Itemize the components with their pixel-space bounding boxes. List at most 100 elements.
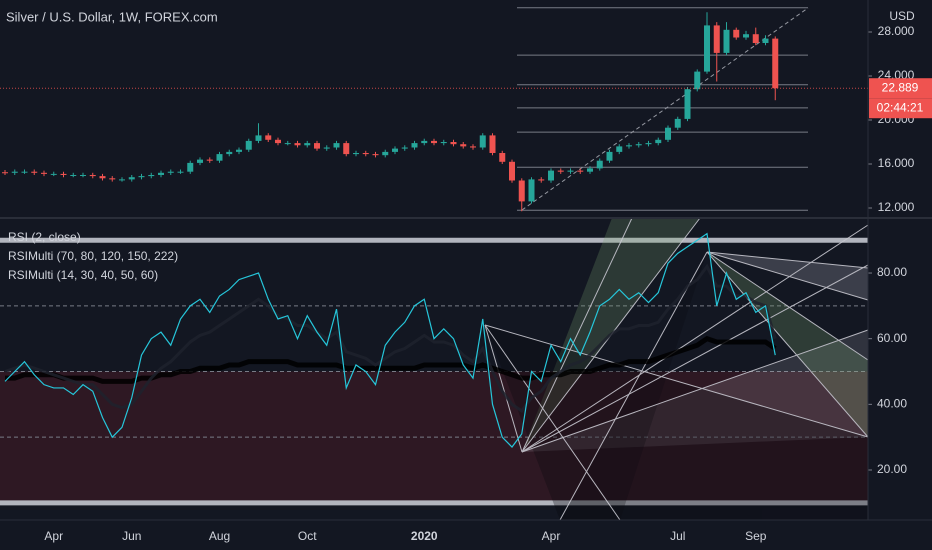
candle-body — [431, 140, 437, 144]
candle-body — [119, 179, 125, 181]
candle-body — [226, 151, 233, 155]
candle-body — [733, 29, 740, 38]
candle-body — [265, 135, 272, 140]
x-tick-label: 2020 — [411, 529, 438, 543]
fan-line — [706, 251, 869, 361]
candle-body — [440, 141, 447, 144]
candle-body — [382, 151, 389, 156]
candle-body — [353, 152, 359, 155]
candle-body — [343, 143, 350, 155]
last-price-box — [869, 78, 932, 99]
fan-line — [559, 251, 708, 521]
candle-body — [304, 143, 311, 146]
candle-body — [197, 159, 203, 163]
candle-body — [548, 170, 554, 181]
candle-body — [411, 143, 418, 148]
candle-body — [567, 170, 574, 172]
fan-line — [521, 224, 869, 453]
candle-body — [70, 174, 77, 176]
candle-body — [684, 89, 691, 119]
candle-body — [635, 144, 642, 146]
candle-body — [255, 135, 262, 141]
candle-body — [216, 154, 223, 161]
candle-body — [577, 170, 584, 172]
candle-body — [674, 118, 681, 128]
candle-body — [713, 25, 720, 53]
legend-entry: RSIMulti (14, 30, 40, 50, 60) — [8, 268, 158, 282]
x-tick-label: Oct — [298, 529, 317, 543]
y-tick-label: 40.00 — [877, 397, 907, 411]
candle-body — [167, 171, 174, 173]
rsi-line — [4, 232, 776, 448]
fan-line — [706, 251, 869, 301]
candle-body — [499, 152, 506, 162]
candle-body — [294, 143, 301, 146]
candle-body — [80, 174, 86, 176]
legend-entry: RSI (2, close) — [8, 230, 81, 244]
candle-body — [772, 38, 779, 89]
candle-body — [401, 147, 408, 149]
candle-body — [128, 177, 135, 180]
trend-line — [521, 7, 809, 211]
y-tick-label: 28.000 — [878, 24, 915, 38]
candle-body — [694, 71, 701, 90]
candle-body — [704, 25, 710, 72]
candle-body — [99, 176, 106, 179]
candle-body — [11, 171, 18, 173]
candle-body — [372, 154, 379, 156]
candle-body — [138, 176, 145, 178]
candle-body — [655, 139, 662, 144]
fan-line — [706, 251, 869, 438]
candle-body — [616, 146, 623, 152]
candle-body — [606, 151, 613, 161]
x-tick-label: Sep — [745, 529, 767, 543]
candle-body — [323, 147, 330, 149]
candle-body — [109, 178, 116, 180]
fan-line — [706, 251, 869, 269]
fan-line — [521, 217, 633, 453]
x-tick-label: Apr — [542, 529, 561, 543]
candle-body — [762, 38, 769, 44]
candle-body — [538, 179, 545, 181]
candle-body — [509, 161, 515, 181]
candle-body — [557, 170, 564, 172]
candle-body — [518, 180, 525, 202]
candle-body — [479, 135, 486, 148]
candle-body — [723, 29, 730, 53]
candle-body — [187, 162, 194, 172]
candle-body — [421, 140, 428, 144]
candle-body — [314, 143, 320, 149]
fan-line — [521, 329, 869, 453]
y-tick-label: 80.00 — [877, 265, 907, 279]
legend-entry: RSIMulti (70, 80, 120, 150, 222) — [8, 249, 178, 263]
candle-body — [752, 34, 759, 44]
y-tick-label: 12.000 — [878, 200, 915, 214]
candle-body — [31, 171, 38, 173]
candle-body — [645, 143, 652, 145]
candle-body — [665, 127, 671, 140]
candle-body — [470, 146, 476, 148]
x-tick-label: Aug — [209, 529, 230, 543]
rsi-line — [4, 263, 777, 413]
x-tick-label: Jun — [122, 529, 141, 543]
candle-body — [21, 171, 28, 173]
candle-body — [2, 172, 8, 174]
fan-line — [521, 264, 869, 453]
candle-body — [626, 145, 632, 147]
candle-body — [245, 140, 252, 150]
candle-body — [89, 174, 96, 177]
candle-body — [50, 173, 57, 175]
candle-body — [450, 141, 457, 145]
countdown-label: 02:44:21 — [877, 100, 924, 114]
candle-body — [60, 173, 67, 175]
candle-body — [275, 139, 281, 144]
y-tick-label: 20.00 — [877, 462, 907, 476]
currency: USD — [889, 9, 915, 23]
fan-line — [484, 324, 523, 453]
y-tick-label: 16.000 — [878, 156, 915, 170]
candle-body — [206, 159, 213, 161]
candle-body — [177, 171, 184, 173]
candle-body — [489, 135, 496, 153]
candle-body — [362, 152, 369, 155]
candle-body — [743, 34, 749, 38]
